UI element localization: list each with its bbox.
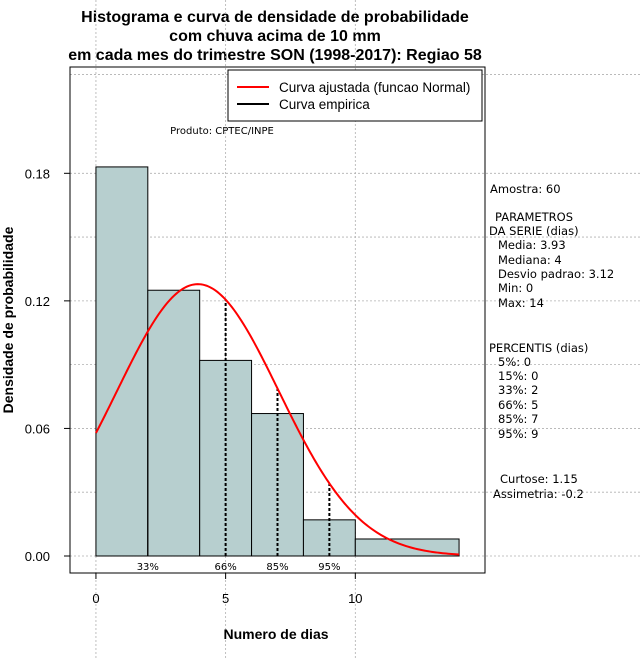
params-title: PARAMETROS bbox=[495, 210, 573, 224]
percentile-66: 66%: 5 bbox=[498, 398, 538, 412]
percentile-label-66: 66% bbox=[215, 562, 237, 573]
x-axis-label: Numero de dias bbox=[223, 626, 328, 642]
chart-title-line-1: Histograma e curva de densidade de proba… bbox=[81, 9, 469, 26]
stat-skewness: Assimetria: -0.2 bbox=[493, 487, 584, 501]
percentile-lines: 33% 66% 85% 95% bbox=[95, 299, 460, 573]
percentiles-title: PERCENTIS (dias) bbox=[489, 341, 588, 355]
y-tick-label-2: 0.12 bbox=[25, 294, 50, 309]
chart-title-line-2: com chuva acima de 10 mm bbox=[169, 28, 381, 45]
chart-title-line-3: em cada mes do trimestre SON (1998-2017)… bbox=[68, 47, 482, 64]
sample-size: Amostra: 60 bbox=[490, 182, 561, 196]
percentile-label-95: 95% bbox=[318, 562, 340, 573]
params-subtitle: DA SERIE (dias) bbox=[489, 224, 579, 238]
stat-median: Mediana: 4 bbox=[498, 253, 562, 267]
x-tick-label-0: 0 bbox=[92, 591, 99, 606]
y-axis-label: Densidade de probabilidade bbox=[0, 226, 16, 413]
normal-fit-curve bbox=[95, 283, 460, 556]
stat-kurtosis: Curtose: 1.15 bbox=[500, 472, 578, 486]
legend-box bbox=[227, 69, 483, 122]
axes: 0 5 10 0.00 0.06 0.12 0.18 bbox=[25, 166, 363, 606]
y-tick-label-1: 0.06 bbox=[25, 421, 50, 436]
statistics-panel: Amostra: 60 PARAMETROS DA SERIE (dias) M… bbox=[489, 182, 614, 501]
histogram-bar-1 bbox=[147, 289, 201, 557]
stat-min: Min: 0 bbox=[498, 281, 533, 295]
percentile-95: 95%: 9 bbox=[498, 427, 538, 441]
x-tick-label-1: 5 bbox=[222, 591, 229, 606]
y-tick-label-3: 0.18 bbox=[25, 166, 50, 181]
legend: Curva ajustada (funcao Normal) Curva emp… bbox=[227, 69, 483, 122]
percentile-label-85: 85% bbox=[266, 562, 288, 573]
percentile-15: 15%: 0 bbox=[498, 369, 538, 383]
histogram-bar-0 bbox=[95, 166, 149, 557]
stat-std: Desvio padrao: 3.12 bbox=[498, 267, 614, 281]
percentile-5: 5%: 0 bbox=[498, 355, 531, 369]
x-tick-label-2: 10 bbox=[348, 591, 362, 606]
legend-empirical-label: Curva empirica bbox=[279, 97, 370, 112]
stat-max: Max: 14 bbox=[498, 296, 544, 310]
stat-mean: Media: 3.93 bbox=[498, 238, 566, 252]
percentile-85: 85%: 7 bbox=[498, 412, 538, 426]
percentile-label-33: 33% bbox=[137, 562, 159, 573]
product-annotation: Produto: CPTEC/INPE bbox=[170, 126, 274, 137]
percentile-33: 33%: 2 bbox=[498, 383, 538, 397]
plot-frame bbox=[69, 66, 486, 574]
y-tick-label-0: 0.00 bbox=[25, 549, 50, 564]
bars bbox=[95, 166, 460, 557]
legend-fit-label: Curva ajustada (funcao Normal) bbox=[279, 80, 470, 95]
